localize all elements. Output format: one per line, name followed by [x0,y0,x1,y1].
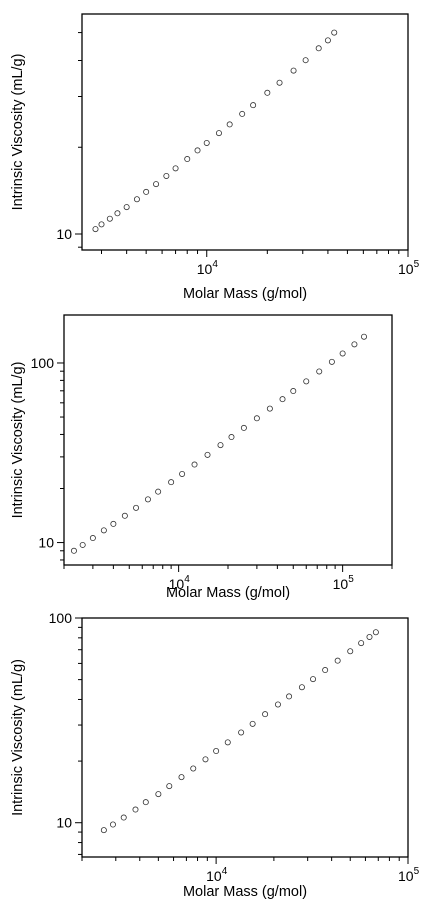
data-point [262,711,269,718]
data-point [366,633,373,640]
data-point [224,739,231,746]
x-tick-label: 105 [398,866,420,884]
data-point [203,139,210,146]
data-point [144,496,151,503]
data-point [372,629,379,636]
data-point [358,640,365,647]
data-point [310,676,317,683]
y-tick-label: 100 [49,610,73,626]
data-point [153,181,160,188]
x-axis-label: Molar Mass (g/mol) [183,884,307,900]
data-point [100,527,107,534]
plot-frame [81,13,409,251]
data-point [184,156,191,163]
data-point [324,37,331,44]
data-point [92,226,99,233]
y-axis-label: Intrinsic Viscosity (mL/g) [10,659,26,816]
data-point [228,434,235,441]
data-point [303,378,310,385]
data-point [279,396,286,403]
y-tick-label: 10 [38,535,54,551]
chart-panel-middle: 104 105 10 100 Molar Mass (g/mol) Intrinsic V… [10,314,393,601]
data-point [249,720,256,727]
y-axis-label: Intrinsic Viscosity (mL/g) [10,362,26,519]
data-point [204,451,211,458]
data-point [334,657,341,664]
data-point [316,368,323,375]
data-point [109,821,116,828]
x-axis-label: Molar Mass (g/mol) [166,585,290,601]
data-point [351,341,358,348]
data-point [89,535,96,542]
data-point [100,827,107,834]
data-point [133,504,140,511]
data-point [166,783,173,790]
data-point [331,29,338,36]
data-point [194,147,201,154]
x-tick-label: 105 [333,574,355,592]
x-tick-label: 105 [398,259,420,277]
y-tick-label: 100 [31,355,55,371]
x-axis-label: Molar Mass (g/mol) [183,286,307,302]
data-point [190,765,197,772]
data-point [121,512,128,519]
data-point [328,358,335,365]
data-point [70,547,77,554]
data-point [123,204,130,211]
data-point [286,693,293,700]
data-point [264,89,271,96]
data-point [298,684,305,691]
data-point [290,388,297,395]
data-point [226,121,233,128]
y-tick-label: 10 [56,226,72,242]
data-point [110,520,117,527]
data-point [191,461,198,468]
y-tick-label: 10 [56,815,72,831]
data-point [133,196,140,203]
data-point [217,442,224,449]
x-tick-label: 104 [169,574,191,592]
data-point [155,488,162,495]
data-point [347,648,354,655]
data-point [290,67,297,74]
data-point [239,110,246,117]
data-point [132,806,139,813]
plot-frame [81,617,409,858]
data-point [250,102,257,109]
data-point [213,748,220,755]
data-point [315,45,322,52]
data-point [79,541,86,548]
data-point [240,424,247,431]
chart-panel-top: 104 105 10 Molar Mass (g/mol) Intrinsic Visc… [10,13,420,302]
x-tick-label: 104 [197,259,219,277]
data-point [238,729,245,736]
data-point [302,57,309,64]
data-point [179,470,186,477]
data-point [155,791,162,798]
data-point [106,215,113,222]
data-point [266,405,273,412]
data-point [202,756,209,763]
data-point [322,667,329,674]
x-tick-label: 104 [206,866,228,884]
data-point [178,774,185,781]
data-point [172,165,179,172]
y-axis-label: Intrinsic Viscosity (mL/g) [10,54,26,211]
data-point [274,701,281,708]
data-point [163,172,170,179]
data-point [142,799,149,806]
data-point [215,130,222,137]
data-point [168,479,175,486]
data-point [143,188,150,195]
data-point [253,415,260,422]
data-point [120,814,127,821]
chart-panel-bottom: 104 105 10 100 Molar Mass (g/mol) Intrinsic V… [10,610,420,900]
data-point [361,333,368,340]
data-point [276,79,283,86]
data-point [114,210,121,217]
data-point [339,350,346,357]
data-point [98,221,105,228]
